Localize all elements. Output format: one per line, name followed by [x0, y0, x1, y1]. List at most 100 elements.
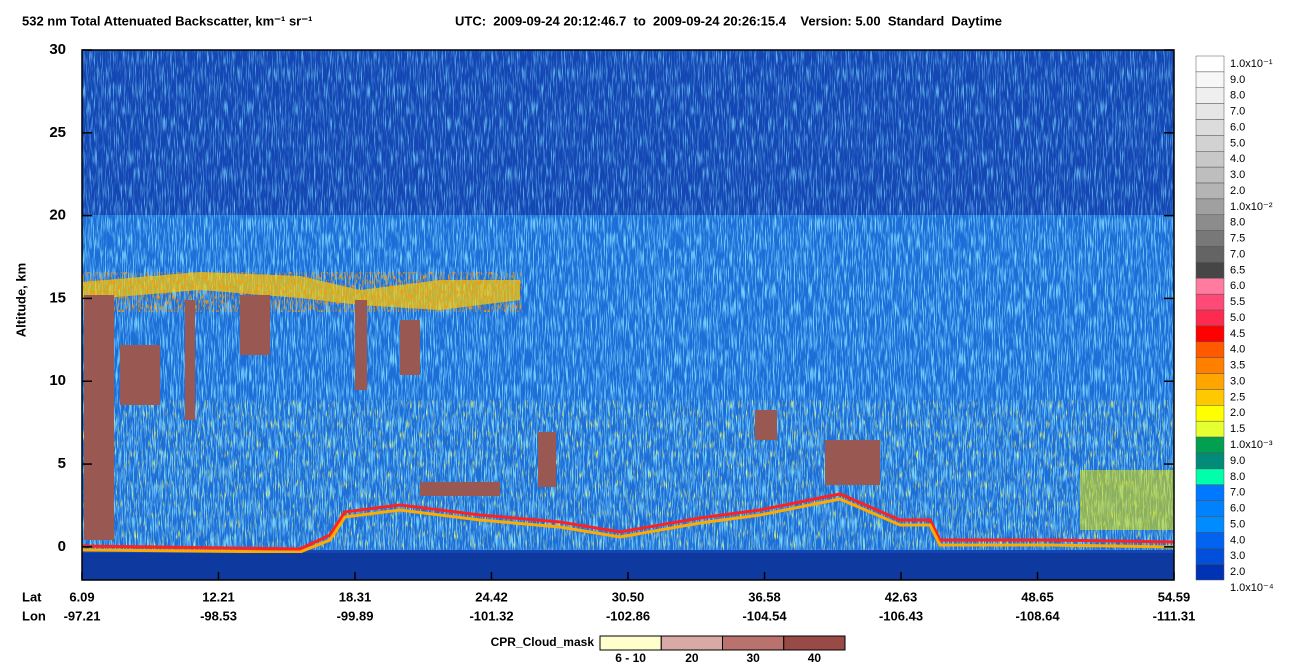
colorbar-label: 1.0x10⁻⁴	[1230, 582, 1274, 594]
colorbar-label: 5.0	[1230, 518, 1245, 530]
colorbar-label: 4.0	[1230, 344, 1245, 356]
y-tick-label: 5	[58, 455, 66, 472]
colorbar-label: 8.0	[1230, 90, 1245, 102]
colorbar-label: 4.5	[1230, 328, 1245, 340]
colorbar-label: 2.0	[1230, 407, 1245, 419]
chart-subtitle: UTC: 2009-09-24 20:12:46.7 to 2009-09-24…	[455, 13, 1002, 28]
colorbar-swatch	[1195, 563, 1225, 581]
y-tick-label: 0	[58, 538, 66, 555]
legend-swatch	[599, 635, 662, 651]
legend-label: 20	[685, 651, 699, 665]
colorbar-label: 3.5	[1230, 360, 1245, 372]
colorbar-label: 5.0	[1230, 312, 1245, 324]
chart-title: 532 nm Total Attenuated Backscatter, km⁻…	[22, 13, 312, 28]
colorbar-label: 1.0x10⁻¹	[1230, 58, 1273, 70]
y-tick-label: 15	[49, 289, 66, 306]
x-tick-label: 36.58	[748, 589, 781, 604]
colorbar-swatch	[1195, 198, 1225, 216]
heatmap-image	[82, 50, 1174, 580]
colorbar-swatch	[1195, 547, 1225, 565]
colorbar-label: 3.0	[1230, 169, 1245, 181]
colorbar-label: 3.0	[1230, 375, 1245, 387]
colorbar-swatch	[1195, 103, 1225, 120]
colorbar-label: 7.5	[1230, 233, 1245, 245]
colorbar-label: 1.0x10⁻³	[1230, 439, 1273, 451]
colorbar-label: 8.0	[1230, 217, 1245, 229]
colorbar-label: 7.0	[1230, 248, 1245, 260]
colorbar-swatch	[1195, 405, 1225, 422]
x-tick-label: 24.42	[475, 589, 508, 604]
x-tick-label: -97.21	[64, 608, 101, 623]
x-tick-label: -102.86	[606, 608, 650, 623]
colorbar-swatch	[1195, 532, 1225, 549]
x-tick-label: -108.64	[1015, 608, 1060, 623]
colorbar-label: 4.0	[1230, 534, 1245, 546]
legend-label: 6 - 10	[615, 651, 646, 665]
colorbar-swatch	[1195, 214, 1225, 231]
x-row-label: Lon	[22, 608, 46, 623]
legend-label: 30	[746, 651, 760, 665]
colorbar-swatch	[1195, 341, 1225, 358]
y-axis-label: Altitude, km	[13, 263, 28, 337]
x-tick-label: -106.43	[879, 608, 923, 623]
x-tick-label: 18.31	[339, 589, 372, 604]
colorbar-swatch	[1195, 230, 1225, 247]
colorbar-label: 5.5	[1230, 296, 1245, 308]
colorbar-label: 6.0	[1230, 280, 1245, 292]
legend-swatch	[722, 635, 785, 651]
y-tick-label: 25	[49, 124, 66, 141]
colorbar-swatch	[1195, 484, 1225, 501]
colorbar-label: 5.0	[1230, 137, 1245, 149]
colorbar-swatch	[1195, 436, 1225, 454]
y-tick-label: 10	[49, 372, 66, 389]
x-tick-label: 12.21	[202, 589, 235, 604]
colorbar-swatch	[1195, 373, 1225, 390]
colorbar-swatch	[1195, 293, 1225, 311]
colorbar-swatch	[1195, 500, 1225, 517]
colorbar-swatch	[1195, 420, 1225, 438]
colorbar-label: 6.0	[1230, 121, 1245, 133]
colorbar-swatch	[1195, 135, 1225, 152]
colorbar-swatch	[1195, 278, 1225, 295]
colorbar-swatch	[1195, 182, 1225, 200]
legend-swatch	[783, 635, 846, 651]
x-tick-label: -98.53	[200, 608, 237, 623]
colorbar-swatch	[1195, 87, 1225, 104]
colorbar-swatch	[1195, 151, 1225, 168]
x-row-label: Lat	[22, 589, 42, 604]
colorbar-swatch	[1195, 262, 1225, 279]
x-tick-label: 54.59	[1158, 589, 1191, 604]
x-tick-label: 48.65	[1021, 589, 1054, 604]
colorbar-label: 6.5	[1230, 264, 1245, 276]
colorbar-label: 2.5	[1230, 391, 1245, 403]
colorbar-label: 9.0	[1230, 455, 1245, 467]
colorbar-swatch	[1195, 516, 1225, 533]
legend-swatch	[660, 635, 723, 651]
x-tick-label: -101.32	[469, 608, 513, 623]
colorbar-swatch	[1195, 246, 1225, 263]
colorbar-label: 3.0	[1230, 550, 1245, 562]
colorbar-label: 1.5	[1230, 423, 1245, 435]
x-tick-label: -104.54	[742, 608, 787, 623]
colorbar-label: 8.0	[1230, 471, 1245, 483]
colorbar-swatch	[1195, 71, 1225, 89]
x-tick-label: -99.89	[337, 608, 374, 623]
colorbar-label: 2.0	[1230, 566, 1245, 578]
colorbar-swatch	[1195, 166, 1225, 184]
colorbar-label: 4.0	[1230, 153, 1245, 165]
colorbar-label: 1.0x10⁻²	[1230, 201, 1273, 213]
colorbar-swatch	[1195, 119, 1225, 136]
colorbar-label: 6.0	[1230, 503, 1245, 515]
y-tick-label: 20	[49, 207, 66, 224]
legend-label: 40	[808, 651, 822, 665]
x-tick-label: 42.63	[885, 589, 918, 604]
colorbar-swatch	[1195, 55, 1225, 73]
colorbar-swatch	[1195, 468, 1225, 485]
colorbar-label: 9.0	[1230, 74, 1245, 86]
x-tick-label: -111.31	[1153, 608, 1196, 623]
colorbar-label: 2.0	[1230, 185, 1245, 197]
colorbar-swatch	[1195, 357, 1225, 374]
colorbar-label: 7.0	[1230, 106, 1245, 118]
colorbar-swatch	[1195, 325, 1225, 343]
